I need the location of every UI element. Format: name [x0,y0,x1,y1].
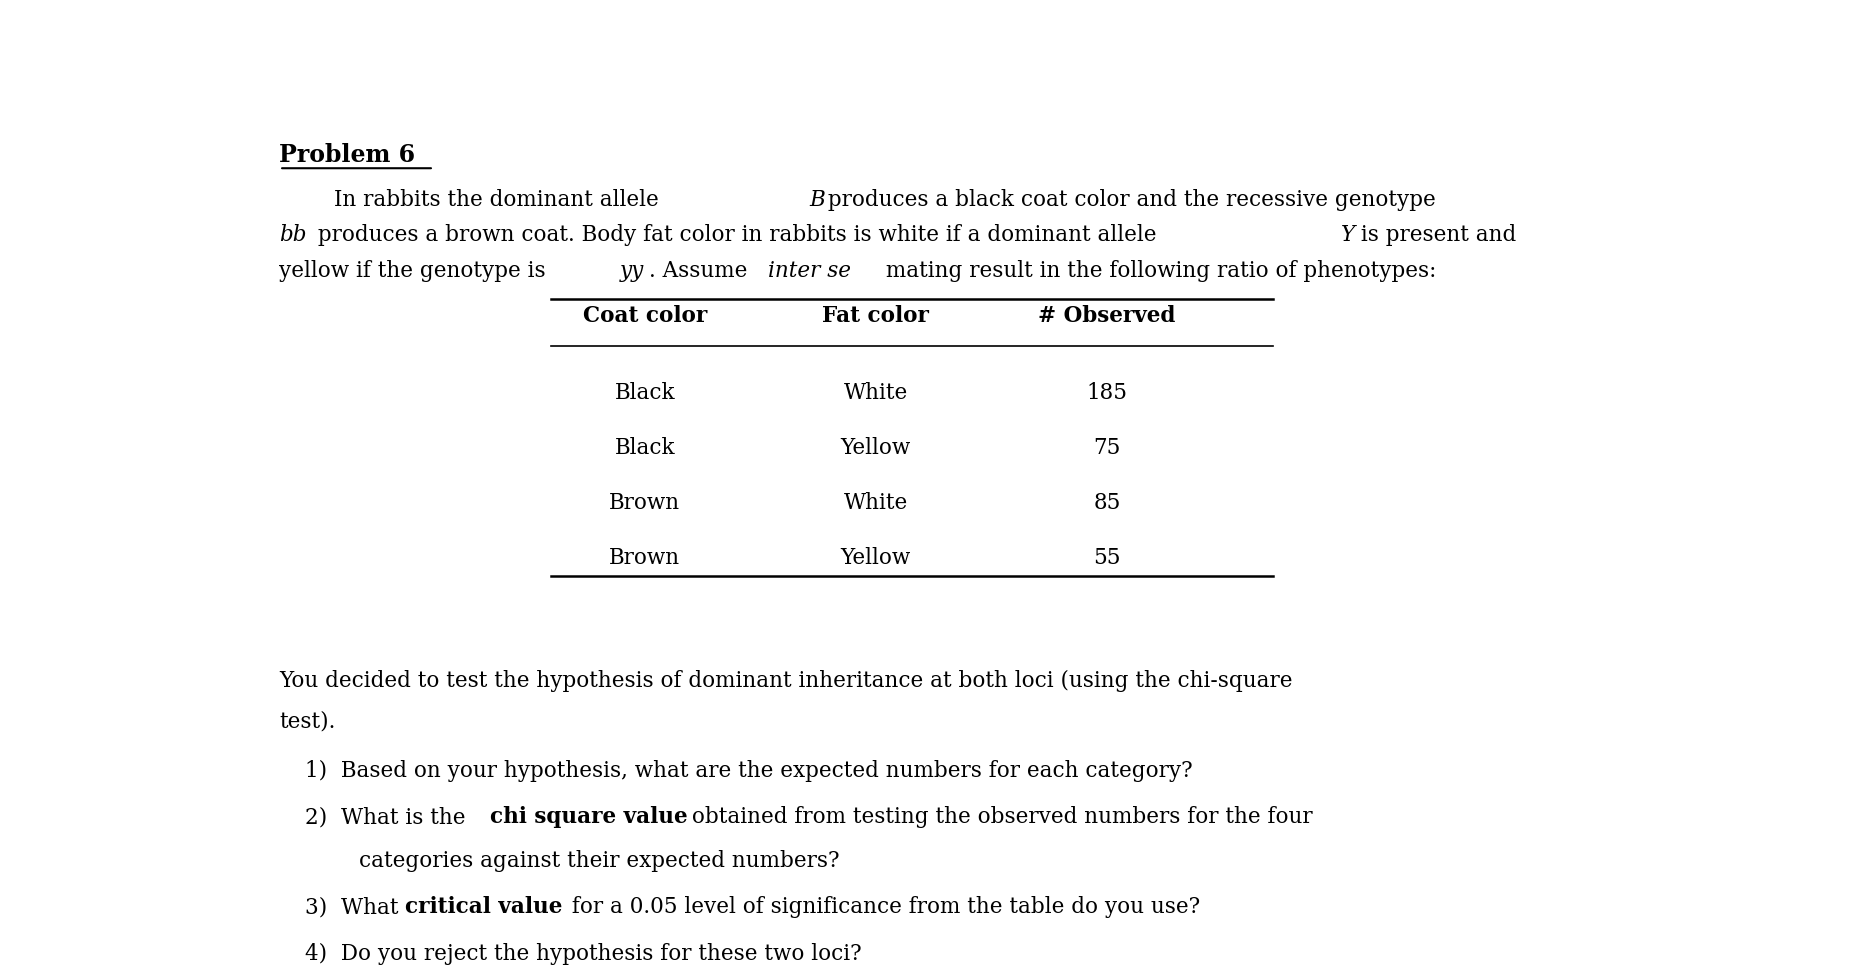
Text: 4)  Do you reject the hypothesis for these two loci?: 4) Do you reject the hypothesis for thes… [306,943,861,965]
Text: mating result in the following ratio of phenotypes:: mating result in the following ratio of … [878,260,1435,282]
Text: yellow if the genotype is: yellow if the genotype is [280,260,554,282]
Text: White: White [844,382,908,404]
Text: 85: 85 [1094,492,1120,513]
Text: Black: Black [615,437,675,459]
Text: Problem 6: Problem 6 [280,143,416,168]
Text: test).: test). [280,711,336,733]
Text: bb: bb [280,224,308,246]
Text: B: B [809,188,826,211]
Text: 75: 75 [1094,437,1120,459]
Text: Black: Black [615,382,675,404]
Text: obtained from testing the observed numbers for the four: obtained from testing the observed numbe… [686,806,1312,829]
Text: White: White [844,492,908,513]
Text: You decided to test the hypothesis of dominant inheritance at both loci (using t: You decided to test the hypothesis of do… [280,670,1294,692]
Text: 2)  What is the: 2) What is the [306,806,473,829]
Text: is present and: is present and [1353,224,1515,246]
Text: # Observed: # Observed [1038,305,1176,327]
Text: critical value: critical value [404,896,563,918]
Text: Y: Y [1340,224,1355,246]
Text: Yellow: Yellow [841,437,911,459]
Text: Yellow: Yellow [841,547,911,569]
Text: inter se: inter se [768,260,850,282]
Text: Brown: Brown [610,492,680,513]
Text: 185: 185 [1087,382,1128,404]
Text: chi square value: chi square value [490,806,688,829]
Text: In rabbits the dominant allele: In rabbits the dominant allele [280,188,665,211]
Text: produces a brown coat. Body fat color in rabbits is white if a dominant allele: produces a brown coat. Body fat color in… [311,224,1163,246]
Text: Brown: Brown [610,547,680,569]
Text: categories against their expected numbers?: categories against their expected number… [358,850,839,872]
Text: 1)  Based on your hypothesis, what are the expected numbers for each category?: 1) Based on your hypothesis, what are th… [306,759,1193,782]
Text: Coat color: Coat color [583,305,706,327]
Text: 3)  What: 3) What [306,896,406,918]
Text: . Assume: . Assume [649,260,755,282]
Text: for a 0.05 level of significance from the table do you use?: for a 0.05 level of significance from th… [565,896,1200,918]
Text: 55: 55 [1092,547,1120,569]
Text: produces a black coat color and the recessive genotype: produces a black coat color and the rece… [820,188,1435,211]
Text: Fat color: Fat color [822,305,930,327]
Text: yy: yy [621,260,645,282]
